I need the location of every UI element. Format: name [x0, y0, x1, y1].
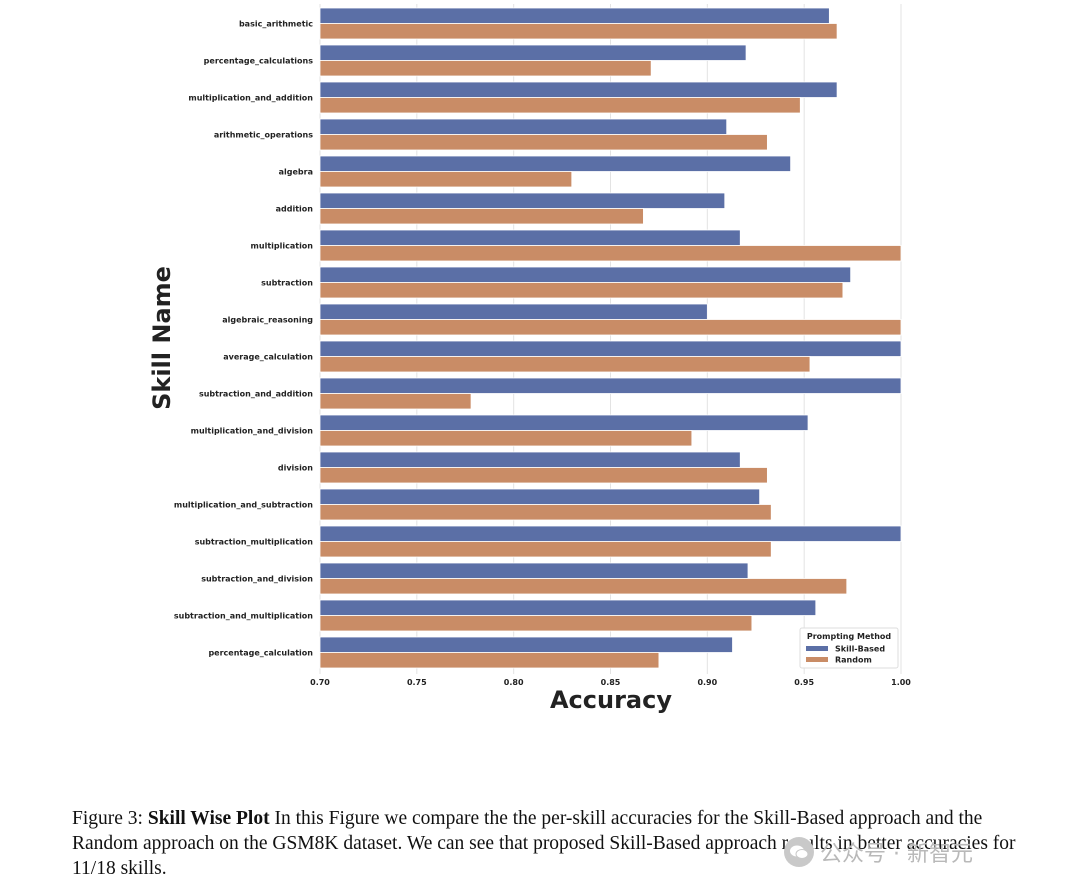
bar-skill-based-basic_arithmetic: [319, 7, 830, 24]
bar-skill-based-division: [319, 451, 741, 468]
x-tick-label: 0.75: [407, 678, 427, 687]
category-label: percentage_calculation: [208, 649, 313, 658]
bar-random-subtraction_multiplication: [319, 541, 772, 558]
bar-skill-based-multiplication_and_division: [319, 414, 809, 431]
category-labels: basic_arithmetic percentage_calculationsm…: [174, 20, 313, 658]
bar-random-average_calculation: [319, 356, 811, 373]
category-label: addition: [276, 205, 314, 214]
bar-skill-based-addition: [319, 192, 726, 209]
bar-skill-based-subtraction_and_multiplication: [319, 599, 817, 616]
bar-skill-based-subtraction: [319, 266, 852, 283]
bar-skill-based-subtraction_and_division: [319, 562, 749, 579]
category-label: multiplication: [251, 242, 314, 251]
x-tick-label: 0.80: [504, 678, 524, 687]
bar-random-multiplication: [319, 245, 902, 262]
bar-skill-based-arithmetic_operations: [319, 118, 728, 135]
bar-skill-based-algebraic_reasoning: [319, 303, 708, 320]
category-label: percentage_calculations: [204, 57, 314, 66]
bar-skill-based-subtraction_multiplication: [319, 525, 902, 542]
bar-random-basic_arithmetic: [319, 23, 838, 40]
bar-skill-based-multiplication: [319, 229, 741, 246]
bar-random-multiplication_and_subtraction: [319, 504, 772, 521]
caption-text: In this Figure we compare the the per-sk…: [72, 808, 1016, 879]
x-tick-label: 0.70: [310, 678, 330, 687]
bar-skill-based-subtraction_and_addition: [319, 377, 902, 394]
legend-swatch-random: [806, 657, 828, 662]
caption-title: Skill Wise Plot: [147, 808, 270, 829]
category-label: division: [278, 464, 313, 473]
x-tick-label: 0.85: [601, 678, 621, 687]
x-tick-labels: 0.70 0.75 0.80 0.85 0.90 0.95 1.00: [310, 678, 911, 687]
x-tick-label: 0.95: [794, 678, 814, 687]
category-label: multiplication_and_division: [191, 427, 314, 436]
wechat-icon: [784, 837, 814, 867]
category-label: multiplication_and_addition: [188, 94, 313, 103]
bar-skill-based-algebra: [319, 155, 792, 172]
legend-label-random: Random: [835, 656, 872, 665]
bar-random-subtraction: [319, 282, 844, 299]
bar-random-algebra: [319, 171, 573, 188]
category-label: subtraction_and_multiplication: [174, 612, 313, 621]
category-label: subtraction: [261, 279, 313, 288]
x-tick-label: 0.90: [697, 678, 717, 687]
bar-random-subtraction_and_division: [319, 578, 848, 595]
category-label: subtraction_and_division: [201, 575, 313, 584]
category-label: algebraic_reasoning: [222, 316, 313, 325]
y-axis-title: Skill Name: [148, 266, 176, 410]
legend-label-skill-based: Skill-Based: [835, 645, 885, 654]
bar-random-algebraic_reasoning: [319, 319, 902, 336]
bar-skill-based-average_calculation: [319, 340, 902, 357]
category-label: basic_arithmetic: [239, 20, 313, 29]
caption-label: Figure 3:: [72, 808, 143, 829]
bar-skill-based-multiplication_and_addition: [319, 81, 838, 98]
bar-skill-based-percentage_calculation: [319, 636, 733, 653]
bar-random-multiplication_and_addition: [319, 97, 801, 114]
category-label: arithmetic_operations: [214, 131, 313, 140]
bar-random-subtraction_and_addition: [319, 393, 472, 410]
bar-random-multiplication_and_division: [319, 430, 693, 447]
bar-skill-based-percentage_calculations: [319, 44, 747, 61]
watermark-text: 公众号 · 新智元: [820, 842, 973, 867]
bar-random-percentage_calculation: [319, 652, 660, 669]
x-gridlines: [319, 4, 902, 674]
figure-caption: Figure 3: Skill Wise Plot In this Figure…: [72, 806, 1032, 881]
x-axis-title: Accuracy: [550, 686, 672, 714]
x-tick-label: 1.00: [891, 678, 911, 687]
legend-swatch-skill-based: [806, 646, 828, 651]
legend-title: Prompting Method: [807, 632, 892, 641]
legend: Prompting Method Skill-Based Random: [799, 627, 899, 669]
category-label: multiplication_and_subtraction: [174, 501, 313, 510]
bars: [319, 7, 902, 669]
category-label: subtraction_multiplication: [195, 538, 314, 547]
category-label: average_calculation: [223, 353, 313, 362]
bar-random-division: [319, 467, 768, 484]
watermark: 公众号 · 新智元: [784, 835, 973, 869]
bar-random-subtraction_and_multiplication: [319, 615, 753, 632]
category-label: subtraction_and_addition: [199, 390, 313, 399]
bar-skill-based-multiplication_and_subtraction: [319, 488, 761, 505]
skill-accuracy-chart: basic_arithmetic percentage_calculationsm…: [148, 4, 911, 714]
category-label: algebra: [279, 168, 313, 177]
bar-random-arithmetic_operations: [319, 134, 768, 151]
bar-random-addition: [319, 208, 644, 225]
bar-random-percentage_calculations: [319, 60, 652, 77]
